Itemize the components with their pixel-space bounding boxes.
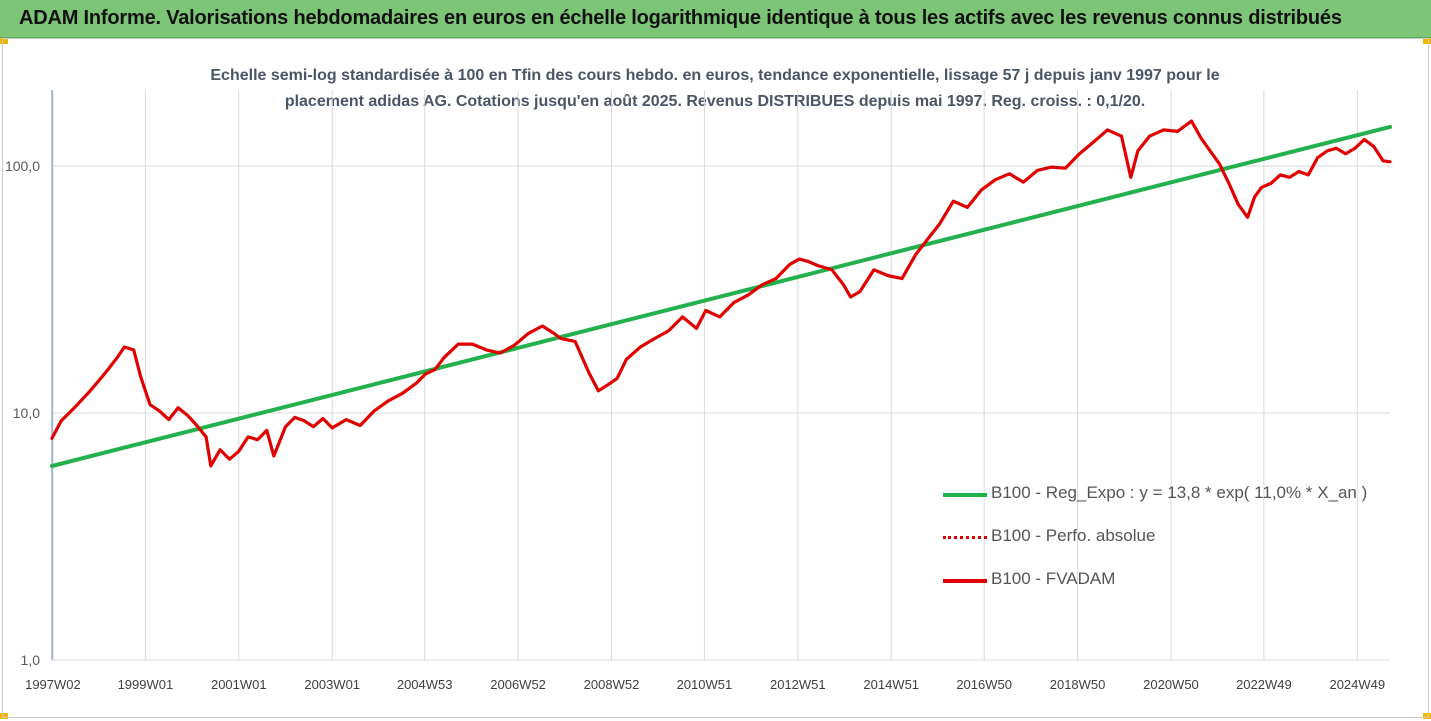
corner-handle[interactable] <box>1423 38 1431 44</box>
corner-handle[interactable] <box>0 38 8 44</box>
y-tick-label: 1,0 <box>21 652 41 668</box>
series-line-regression <box>50 124 1392 468</box>
title-banner: ADAM Informe. Valorisations hebdomadaire… <box>0 0 1431 38</box>
x-tick-label: 1999W01 <box>118 677 174 692</box>
y-tick-label: 10,0 <box>13 405 40 421</box>
x-tick-label: 2008W52 <box>584 677 640 692</box>
x-tick-label: 2004W53 <box>397 677 453 692</box>
x-axis-tick-labels: 1997W02 1999W01 2001W01 2003W01 2004W53 2006W… <box>25 677 1385 692</box>
x-tick-label: 2012W51 <box>770 677 826 692</box>
legend-swatch-fvadam <box>943 579 987 583</box>
y-axis-tick-labels: 1,0 10,0 100,0 <box>5 158 40 668</box>
x-tick-label: 2010W51 <box>677 677 733 692</box>
x-tick-label: 2003W01 <box>304 677 360 692</box>
x-tick-label: 1997W02 <box>25 677 81 692</box>
legend-swatch-regression <box>943 493 987 497</box>
x-tick-label: 2006W52 <box>490 677 546 692</box>
legend-label-fvadam: B100 - FVADAM <box>991 569 1116 588</box>
chart-subtitle-line-2: placement adidas AG. Cotations jusqu'en … <box>284 93 1146 110</box>
x-tick-label: 2018W50 <box>1050 677 1106 692</box>
legend-swatch-perfo <box>943 536 987 539</box>
legend-label-regression: B100 - Reg_Expo : y = 13,8 * exp( 11,0% … <box>991 483 1368 502</box>
x-tick-label: 2020W50 <box>1143 677 1199 692</box>
x-tick-label: 2022W49 <box>1236 677 1292 692</box>
series-lines <box>50 119 1392 468</box>
corner-handle[interactable] <box>0 713 8 719</box>
legend-label-perfo: B100 - Perfo. absolue <box>991 526 1156 545</box>
report-title: ADAM Informe. Valorisations hebdomadaire… <box>19 7 1342 29</box>
series-line-fvadam <box>50 119 1392 468</box>
chart-subtitle: Echelle semi-log standardisée à 100 en T… <box>140 63 1290 115</box>
y-tick-label: 100,0 <box>5 158 40 174</box>
x-tick-label: 2024W49 <box>1329 677 1385 692</box>
corner-handle[interactable] <box>1423 713 1431 719</box>
x-tick-label: 2014W51 <box>863 677 919 692</box>
chart-area[interactable] <box>2 38 1429 718</box>
grid-lines <box>51 90 1390 661</box>
chart-subtitle-line-1: Echelle semi-log standardisée à 100 en T… <box>210 67 1220 84</box>
x-tick-label: 2016W50 <box>956 677 1012 692</box>
x-tick-label: 2001W01 <box>211 677 267 692</box>
